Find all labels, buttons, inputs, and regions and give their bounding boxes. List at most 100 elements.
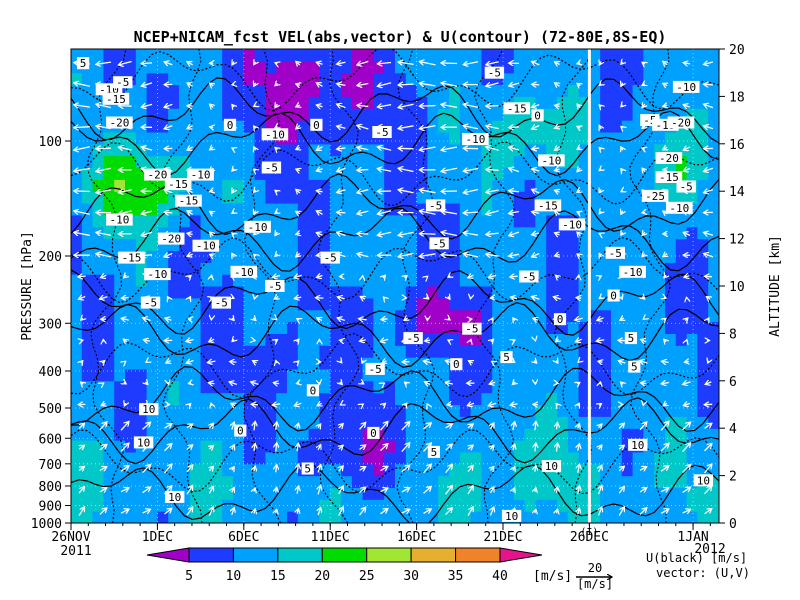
shade-cell	[330, 84, 342, 97]
shade-cell	[243, 238, 256, 251]
shade-cell	[621, 368, 634, 382]
shade-cell	[697, 96, 709, 109]
wind-vector	[186, 361, 194, 364]
shade-cell	[308, 345, 320, 358]
shade-cell	[308, 262, 320, 275]
shade-cell	[308, 297, 320, 311]
wind-vector	[81, 340, 83, 341]
shade-cell	[243, 226, 256, 240]
shade-cell	[611, 392, 623, 405]
shade-cell	[513, 49, 526, 62]
shade-cell	[708, 203, 719, 216]
wind-vector	[377, 232, 392, 235]
shade-cell	[189, 297, 202, 311]
shade-cell	[643, 297, 655, 311]
shade-cell	[567, 84, 580, 97]
shade-cell	[276, 120, 288, 133]
shade-cell	[384, 451, 396, 465]
shade-cell	[578, 167, 590, 180]
shade-cell	[600, 60, 612, 74]
shade-cell	[708, 60, 719, 74]
shade-cell	[557, 238, 569, 251]
contour-label-box	[187, 168, 214, 181]
shade-cell	[589, 511, 601, 523]
wind-vector	[639, 467, 647, 471]
shade-cell	[233, 297, 245, 311]
shade-cell	[287, 132, 299, 145]
shade-cell	[611, 440, 623, 453]
wind-vector	[423, 361, 432, 363]
shade-cell	[503, 238, 515, 251]
shade-cell	[341, 440, 353, 453]
shade-cell	[265, 143, 277, 157]
shade-cell	[319, 262, 331, 275]
shade-cell	[611, 262, 623, 275]
shade-cell	[600, 143, 612, 157]
wind-vector	[142, 487, 151, 494]
shade-cell	[319, 451, 331, 465]
shade-cell	[492, 333, 504, 346]
shade-cell	[708, 49, 719, 62]
shade-cell	[276, 440, 288, 453]
shade-cell	[567, 333, 580, 346]
shade-cell	[297, 297, 310, 311]
shade-cell	[470, 416, 482, 429]
shade-cell	[697, 357, 709, 370]
shade-cell	[675, 333, 688, 346]
shade-cell	[621, 357, 634, 370]
wind-vector	[254, 297, 255, 299]
wind-vector	[254, 488, 255, 492]
shade-cell	[200, 416, 212, 429]
wind-vector	[81, 318, 83, 320]
contour-label-box	[106, 213, 133, 226]
shade-cell	[513, 440, 526, 453]
shade-cell	[157, 179, 169, 192]
contour-label: -10	[191, 169, 211, 182]
shade-cell	[265, 475, 277, 488]
wind-vector	[146, 361, 147, 362]
shade-cell	[287, 404, 299, 417]
y-right-tick-label: 16	[729, 138, 745, 153]
shade-cell	[157, 511, 169, 523]
shade-cell	[438, 179, 450, 192]
wind-vector	[682, 487, 691, 494]
shade-cell	[621, 155, 634, 168]
shade-cell	[319, 238, 331, 251]
shade-cell	[686, 475, 698, 488]
shade-cell	[600, 84, 612, 97]
shade-cell	[362, 49, 374, 62]
shade-cell	[146, 345, 158, 358]
shade-cell	[503, 392, 515, 405]
shade-cell	[362, 333, 374, 346]
shade-cell	[222, 72, 234, 86]
shade-cell	[81, 333, 94, 346]
shade-cell	[125, 463, 137, 477]
wind-vector	[232, 318, 234, 321]
shade-cell	[675, 309, 688, 323]
shade-cell	[276, 499, 288, 512]
shade-cell	[189, 132, 202, 145]
shade-cell	[189, 143, 202, 157]
shade-cell	[589, 380, 601, 394]
shade-cell	[222, 96, 234, 109]
shade-cell	[254, 428, 266, 441]
wind-vector	[254, 233, 256, 235]
shade-cell	[146, 203, 158, 216]
shade-cell	[265, 440, 277, 453]
shade-cell	[492, 132, 504, 145]
shade-cell	[438, 428, 450, 441]
shade-cell	[211, 475, 223, 488]
shade-cell	[578, 380, 590, 394]
wind-vector	[531, 297, 540, 300]
shade-cell	[362, 404, 374, 417]
shade-cell	[589, 72, 601, 86]
shade-cell	[341, 345, 353, 358]
shade-cell	[416, 132, 428, 145]
shade-cell	[643, 392, 655, 405]
shade-cell	[654, 274, 666, 287]
shade-cell	[373, 143, 385, 157]
shade-cell	[686, 451, 698, 465]
shade-cell	[697, 191, 709, 204]
shade-cell	[168, 250, 180, 263]
shade-cell	[557, 357, 569, 370]
